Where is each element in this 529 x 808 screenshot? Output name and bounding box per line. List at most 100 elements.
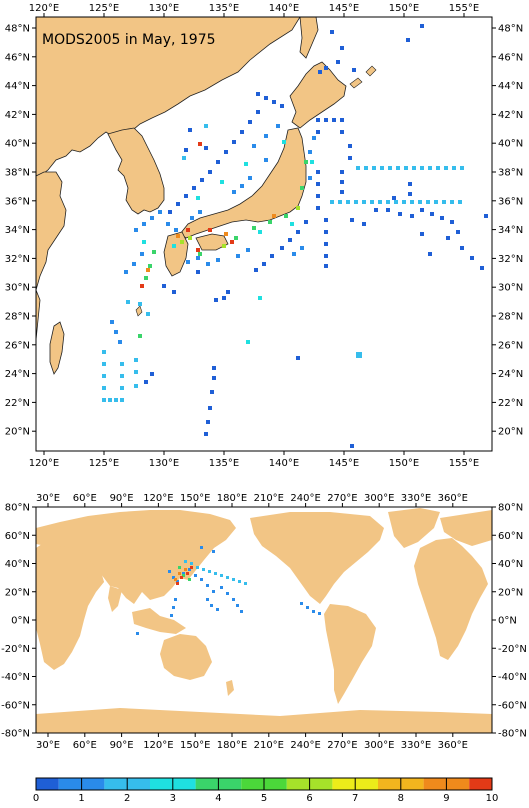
colorbar-label: 7 — [352, 793, 358, 804]
colorbar-label: 8 — [398, 793, 404, 804]
lat-tick-label: -60°N — [1, 700, 30, 711]
lon-tick-label: 180°E — [217, 740, 247, 751]
colorbar-label: 10 — [486, 793, 499, 804]
regional-data-cells — [102, 24, 488, 448]
lon-tick-label: 180°E — [217, 493, 247, 504]
colorbar-label: 1 — [78, 793, 84, 804]
lon-tick-label: 150°E — [180, 740, 210, 751]
colorbar-swatch — [218, 778, 242, 790]
lon-tick-label: 155°E — [449, 458, 479, 469]
regional-lat-ticks-right: 48°N 46°N 44°N 42°N 40°N 38°N 36°N 34°N 32°N 30°N… — [492, 24, 523, 438]
land-north-america — [250, 512, 384, 604]
regional-lon-ticks-bottom: 120°E 125°E 130°E 135°E 140°E 145°E 150°E 155°E — [29, 451, 479, 469]
lat-tick-label: 28°N — [498, 312, 523, 323]
lon-tick-label: 60°E — [73, 493, 97, 504]
colorbar-label: 9 — [443, 793, 449, 804]
lat-tick-label: 34°N — [5, 225, 30, 236]
regional-map-frame — [35, 16, 493, 452]
regional-map: MODS2005 in May, 1975 120°E 125°E 130°E 135… — [5, 3, 523, 469]
lon-tick-label: 120°E — [143, 740, 173, 751]
lon-tick-label: 240°E — [290, 740, 320, 751]
lon-tick-label: 125°E — [89, 3, 119, 14]
lat-tick-label: -60°N — [498, 700, 527, 711]
colorbar-swatch — [309, 778, 333, 790]
lat-tick-label: 40°N — [5, 139, 30, 150]
colorbar-swatch — [355, 778, 378, 790]
lat-tick-label: 42°N — [5, 110, 30, 121]
colorbar-swatch — [127, 778, 150, 790]
lat-tick-label: 20°N — [5, 427, 30, 438]
colorbar-label: 2 — [124, 793, 130, 804]
lon-tick-label: 270°E — [327, 740, 357, 751]
lon-tick-label: 300°E — [364, 740, 394, 751]
lat-tick-label: 20°N — [498, 587, 523, 598]
lat-tick-label: 22°N — [5, 398, 30, 409]
lat-tick-label: 60°N — [498, 531, 523, 542]
lon-tick-label: 300°E — [364, 493, 394, 504]
lat-tick-label: 24°N — [5, 369, 30, 380]
regional-lon-ticks-top: 120°E 125°E 130°E 135°E 140°E 145°E 150°E 155°E — [29, 3, 479, 17]
lon-tick-label: 145°E — [329, 458, 359, 469]
colorbar-swatch — [469, 778, 492, 790]
lat-tick-label: 22°N — [498, 398, 523, 409]
colorbar-swatch — [36, 778, 59, 790]
lat-tick-label: -80°N — [498, 729, 527, 740]
colorbar-swatch — [286, 778, 310, 790]
colorbar-label: 4 — [215, 793, 221, 804]
lon-tick-label: 30°E — [36, 740, 60, 751]
lon-tick-label: 120°E — [29, 3, 59, 14]
lat-tick-label: 60°N — [5, 531, 30, 542]
lat-tick-label: 20°N — [498, 427, 523, 438]
colorbar-swatch — [264, 778, 287, 790]
land-eurasia — [36, 510, 236, 604]
lat-tick-label: -80°N — [1, 729, 30, 740]
lat-tick-label: 44°N — [498, 81, 523, 92]
lon-tick-label: 240°E — [290, 493, 320, 504]
land-shikoku — [195, 233, 229, 251]
lon-tick-label: 150°E — [389, 458, 419, 469]
lon-tick-label: 155°E — [449, 3, 479, 14]
lon-tick-label: 140°E — [269, 458, 299, 469]
colorbar-label: 0 — [33, 793, 39, 804]
lat-tick-label: 36°N — [498, 196, 523, 207]
lon-tick-label: 330°E — [401, 740, 431, 751]
colorbar-swatch — [58, 778, 82, 790]
lon-tick-label: 150°E — [389, 3, 419, 14]
lat-tick-label: 42°N — [498, 110, 523, 121]
lon-tick-label: 360°E — [438, 740, 468, 751]
land-korea — [107, 127, 165, 215]
global-lat-ticks-right: 80°N 60°N 40°N 20°N 0°N -20°N -40°N -60°N -80°N — [492, 503, 527, 740]
lat-tick-label: 46°N — [498, 52, 523, 63]
land-taiwan — [49, 321, 65, 375]
colorbar-label: 3 — [170, 793, 176, 804]
colorbar-swatch — [332, 778, 356, 790]
lat-tick-label: 38°N — [498, 168, 523, 179]
land-honshu — [179, 127, 307, 239]
lat-tick-label: 40°N — [498, 559, 523, 570]
lon-tick-label: 130°E — [149, 458, 179, 469]
colorbar-swatch — [104, 778, 128, 790]
lat-tick-label: 36°N — [5, 196, 30, 207]
lat-tick-label: 32°N — [498, 254, 523, 265]
lat-tick-label: 20°N — [5, 587, 30, 598]
lon-tick-label: 135°E — [209, 3, 239, 14]
lon-tick-label: 120°E — [143, 493, 173, 504]
lat-tick-label: 40°N — [5, 559, 30, 570]
global-data-cells — [136, 546, 321, 635]
land-south-america — [324, 604, 376, 704]
lat-tick-label: 34°N — [498, 225, 523, 236]
colorbar-swatch — [400, 778, 424, 790]
land-australia — [160, 634, 212, 680]
lon-tick-label: 145°E — [329, 3, 359, 14]
lat-tick-label: 48°N — [5, 24, 30, 35]
lat-tick-label: 48°N — [498, 24, 523, 35]
lat-tick-label: -20°N — [1, 644, 30, 655]
lon-tick-label: 30°E — [36, 493, 60, 504]
colorbar-swatch — [423, 778, 447, 790]
lon-tick-label: 120°E — [29, 458, 59, 469]
land-china-south — [36, 171, 67, 291]
lon-tick-label: 90°E — [110, 740, 134, 751]
lon-tick-label: 210°E — [254, 740, 284, 751]
colorbar: 0 1 2 3 4 5 6 7 8 9 10 — [33, 777, 499, 804]
lon-tick-label: 360°E — [438, 493, 468, 504]
